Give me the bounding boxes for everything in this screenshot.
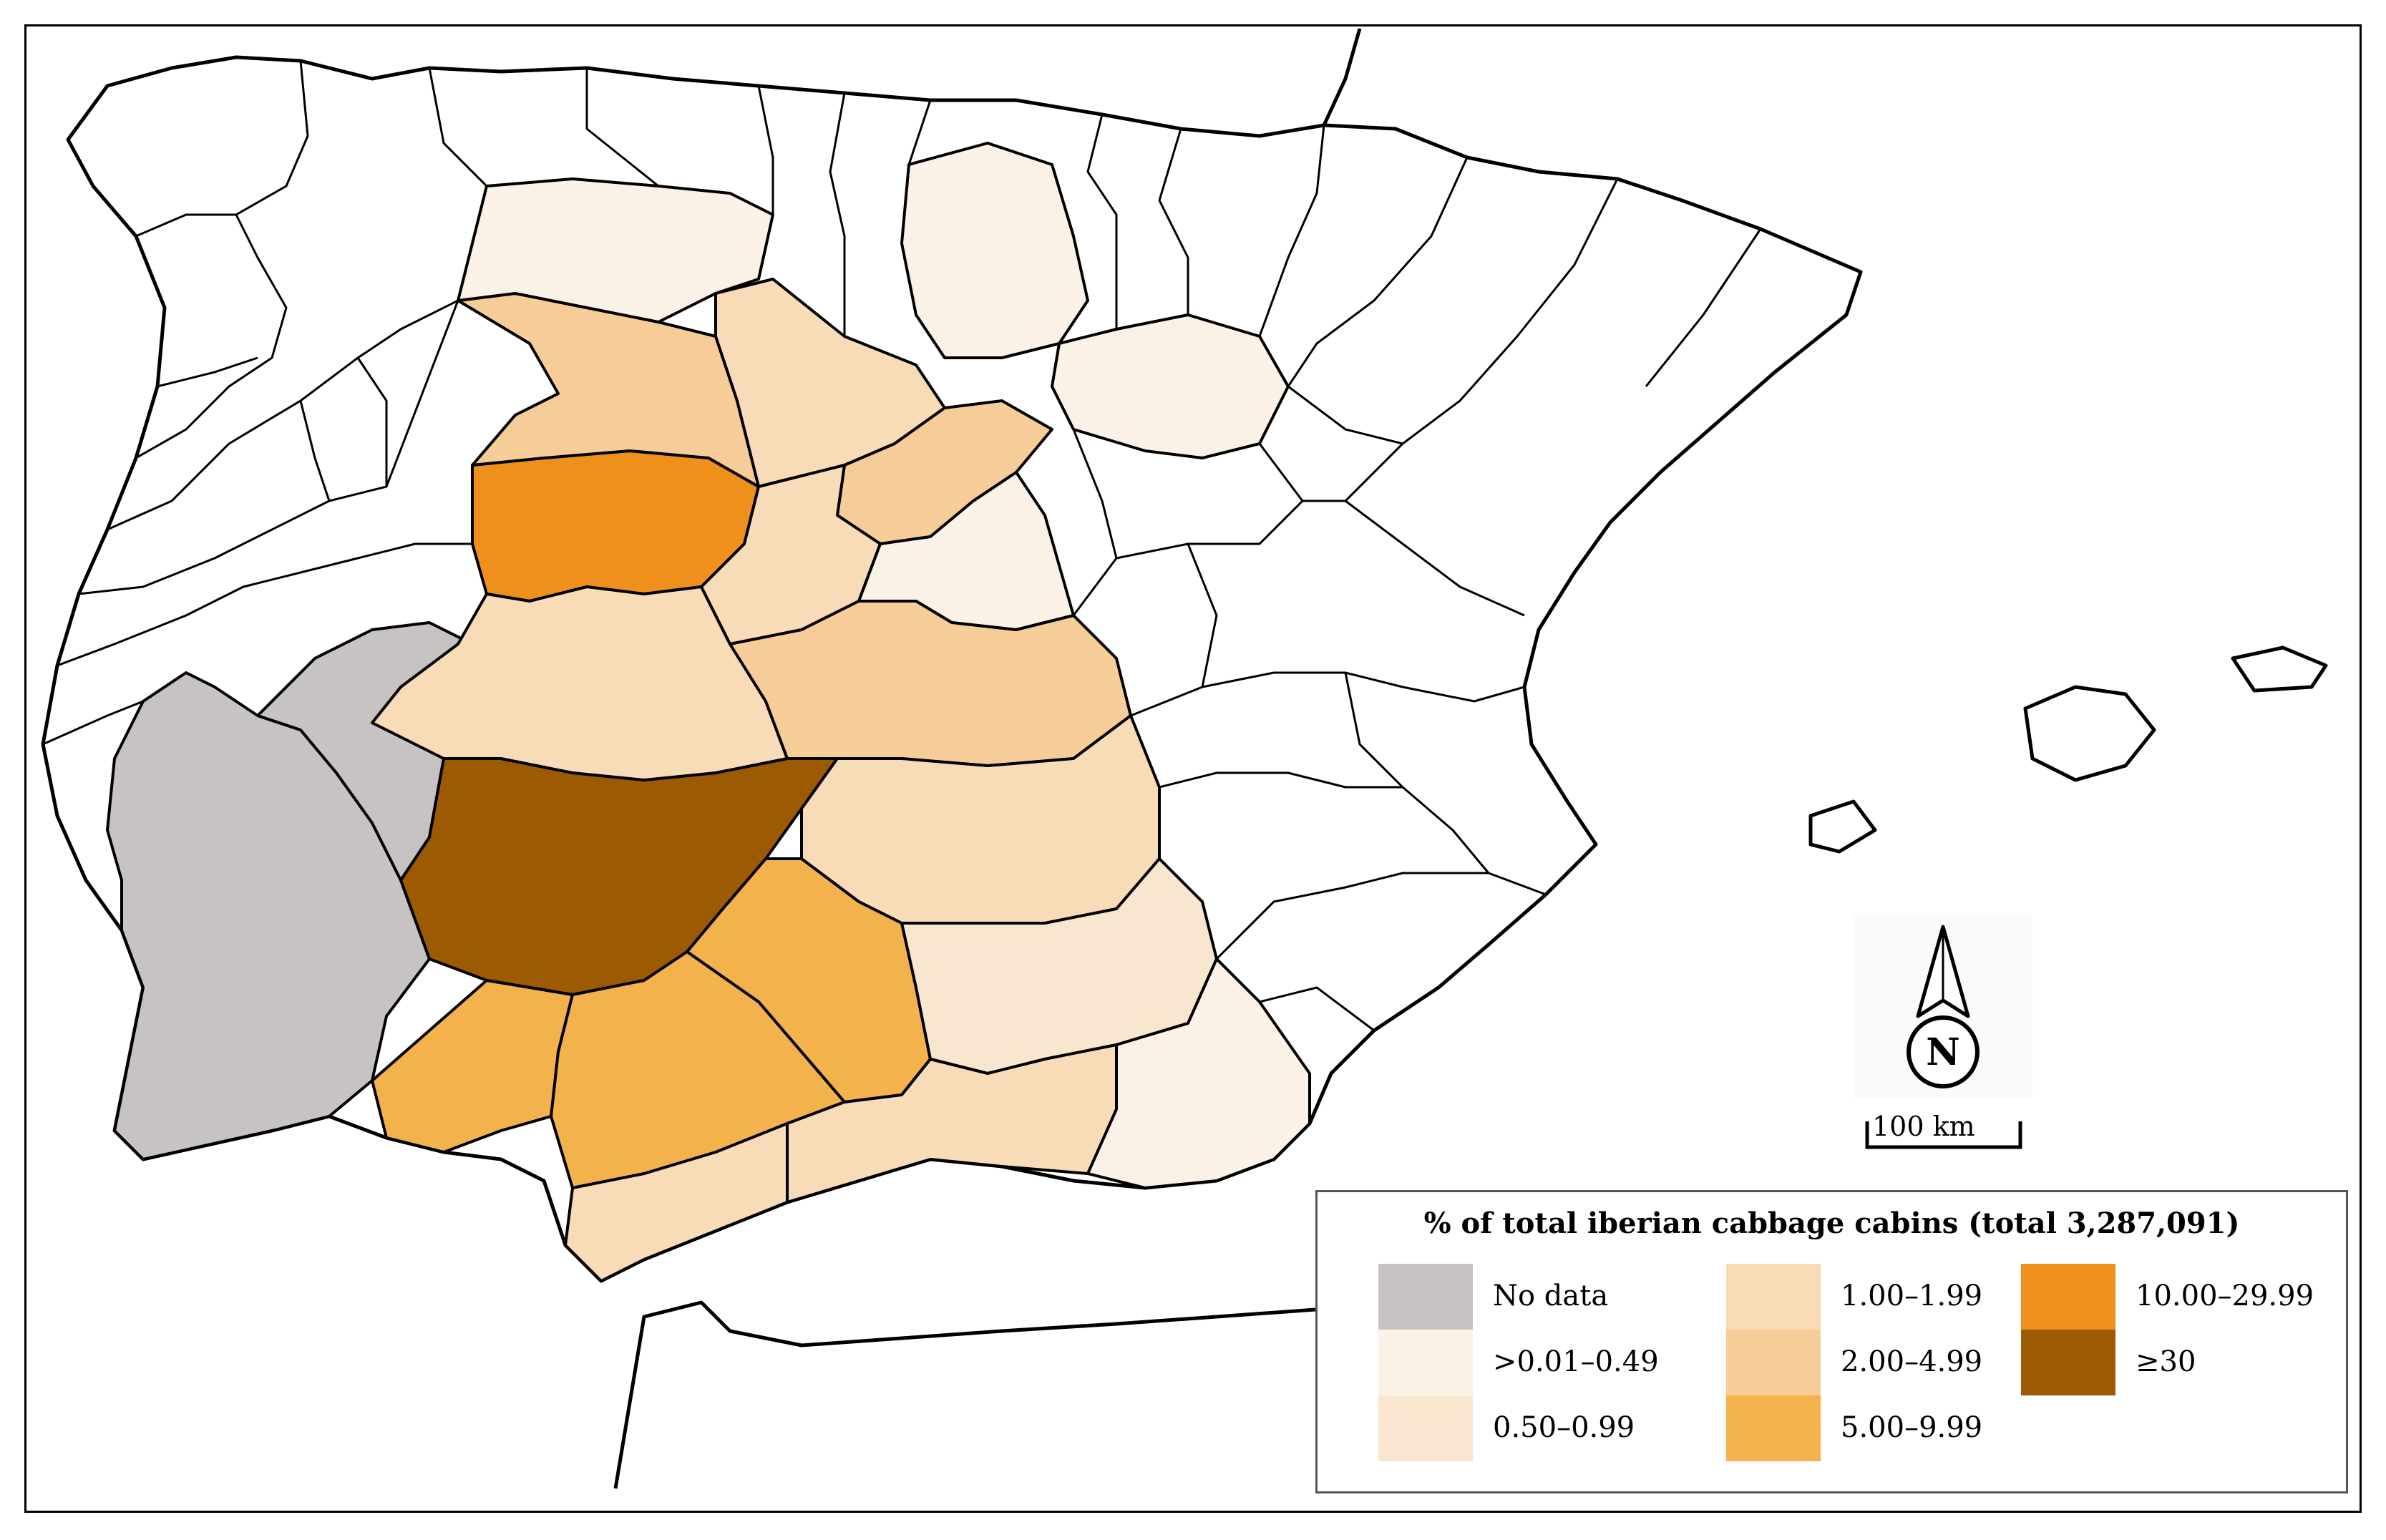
legend-swatch bbox=[1726, 1264, 1821, 1330]
legend-swatch bbox=[1378, 1330, 1473, 1395]
scale-label: 100 km bbox=[1872, 1111, 1975, 1142]
scale-bar bbox=[1865, 1121, 2022, 1149]
region-low-almeria bbox=[1086, 957, 1311, 1189]
menorca bbox=[2231, 645, 2328, 693]
region-low-north-2 bbox=[900, 142, 1089, 359]
north-arrow: N bbox=[1854, 916, 2032, 1098]
legend-label: 10.00–29.99 bbox=[2136, 1280, 2314, 1312]
legend-swatch bbox=[1378, 1395, 1473, 1461]
legend-label: 1.00–1.99 bbox=[1841, 1280, 1983, 1312]
region-low-soria bbox=[1051, 313, 1290, 459]
legend: % of total iberian cabbage cabins (total… bbox=[1315, 1190, 2348, 1493]
france-coast bbox=[1322, 28, 1362, 127]
legend-label: 5.00–9.99 bbox=[1841, 1411, 1983, 1444]
north-letter: N bbox=[1926, 1030, 1960, 1074]
legend-label: ≥30 bbox=[2136, 1345, 2196, 1378]
region-1-2-malaga bbox=[564, 1122, 789, 1282]
mallorca bbox=[2023, 685, 2156, 782]
africa-coast bbox=[613, 1300, 1316, 1489]
legend-title: % of total iberian cabbage cabins (total… bbox=[1423, 1207, 2240, 1240]
legend-swatch bbox=[1378, 1264, 1473, 1330]
legend-label: 0.50–0.99 bbox=[1493, 1411, 1635, 1444]
legend-swatch bbox=[1726, 1395, 1821, 1461]
ibiza bbox=[1808, 799, 1877, 854]
legend-label: No data bbox=[1493, 1280, 1609, 1312]
region-5-9-sevilla bbox=[371, 979, 574, 1154]
legend-label: >0.01–0.49 bbox=[1493, 1345, 1659, 1378]
legend-swatch bbox=[2021, 1264, 2115, 1330]
north-arrow-icon: N bbox=[1907, 925, 1980, 1088]
legend-swatch bbox=[1726, 1330, 1821, 1395]
legend-swatch bbox=[2021, 1330, 2115, 1395]
region-2-4-toledo bbox=[729, 600, 1132, 767]
legend-label: 2.00–4.99 bbox=[1841, 1345, 1983, 1378]
